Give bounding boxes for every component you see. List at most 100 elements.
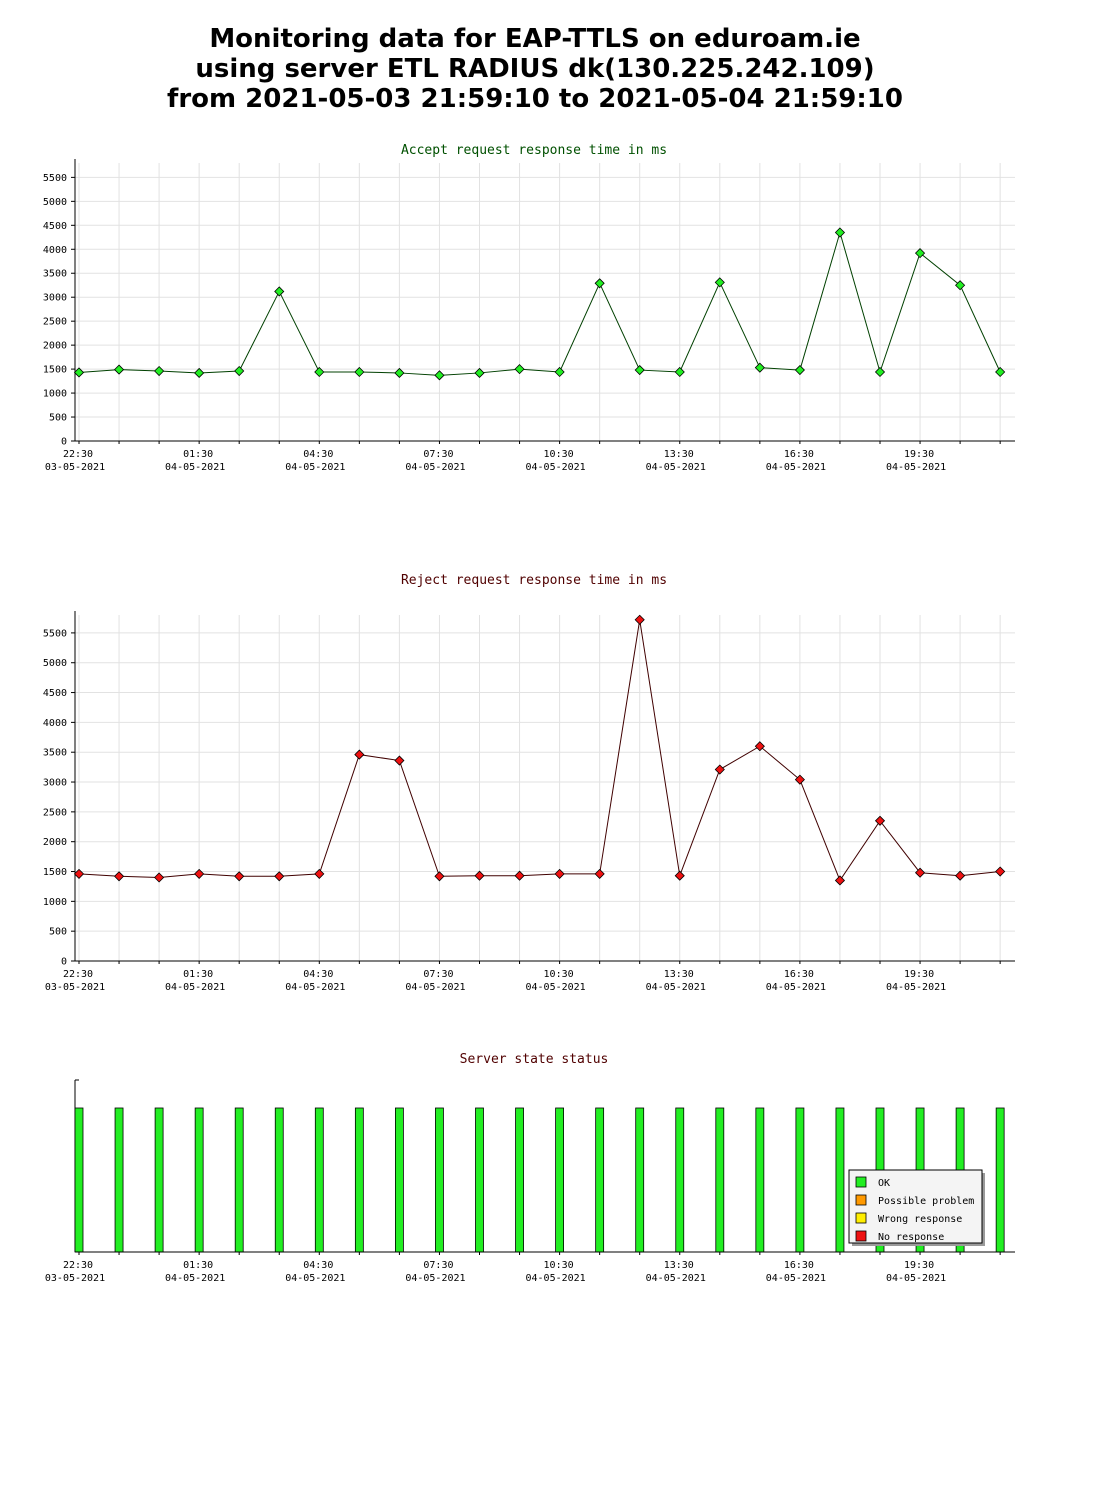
x-tick-label-time: 07:30 — [423, 1260, 453, 1271]
y-tick-label: 4500 — [43, 221, 67, 232]
x-tick-label-time: 22:30 — [63, 449, 93, 460]
y-tick-label: 500 — [49, 413, 67, 424]
data-point-marker — [955, 870, 966, 881]
x-tick-label-time: 19:30 — [904, 969, 934, 980]
data-point-marker — [234, 365, 245, 377]
status-bar — [114, 1107, 124, 1253]
x-tick-label-date: 04-05-2021 — [766, 982, 826, 993]
x-tick-label-time: 22:30 — [63, 969, 93, 980]
y-tick-label: 4000 — [43, 245, 67, 256]
data-point-marker — [955, 280, 966, 291]
title-line-1: Monitoring data for EAP-TTLS on eduroam.… — [209, 24, 861, 54]
y-tick-label: 2500 — [43, 807, 67, 818]
data-point-marker — [113, 871, 125, 882]
x-tick-label-date: 04-05-2021 — [405, 462, 465, 473]
legend-label: Possible problem — [878, 1196, 974, 1207]
x-tick-label-time: 01:30 — [183, 969, 213, 980]
data-point-marker — [554, 868, 565, 879]
x-tick-label-date: 04-05-2021 — [285, 1273, 345, 1284]
x-tick-label-time: 22:30 — [63, 1260, 93, 1271]
y-tick-label: 5500 — [43, 173, 67, 184]
x-tick-label-time: 01:30 — [183, 1260, 213, 1271]
x-tick-label-time: 19:30 — [904, 1260, 934, 1271]
x-tick-label-date: 04-05-2021 — [525, 462, 585, 473]
status-bar — [555, 1107, 564, 1253]
data-point-marker — [514, 870, 525, 881]
data-point-marker — [73, 367, 85, 378]
data-point-marker — [594, 278, 605, 289]
chart-title: Reject request response time in ms — [401, 573, 667, 588]
data-point-marker — [274, 871, 285, 882]
y-tick-label: 1000 — [43, 389, 67, 400]
legend-swatch — [855, 1194, 867, 1206]
reject-response-chart: Reject request response time in ms 0 500 10… — [43, 573, 1015, 993]
x-tick-label-date: 04-05-2021 — [405, 1273, 465, 1284]
x-tick-label-date: 04-05-2021 — [886, 1273, 946, 1284]
y-tick-label: 1000 — [43, 897, 67, 908]
y-tick-label: 5000 — [43, 658, 67, 669]
x-tick-label-date: 04-05-2021 — [766, 462, 826, 473]
accept-response-chart: Accept request response time in ms 0 500 10… — [43, 143, 1015, 473]
x-tick-label-date: 04-05-2021 — [646, 982, 706, 993]
y-tick-label: 2000 — [43, 837, 67, 848]
y-tick-label: 3500 — [43, 748, 67, 759]
x-tick-label-time: 16:30 — [784, 1260, 814, 1271]
data-point-marker — [354, 366, 365, 378]
status-bar — [515, 1107, 524, 1253]
x-tick-label-time: 07:30 — [423, 969, 453, 980]
data-point-marker — [995, 866, 1006, 877]
data-point-marker — [194, 868, 205, 879]
data-point-marker — [874, 366, 886, 378]
y-tick-label: 1500 — [43, 365, 67, 376]
status-bar — [154, 1107, 164, 1253]
data-point-marker — [834, 227, 846, 238]
x-tick-label-time: 13:30 — [664, 1260, 694, 1271]
x-tick-label-date: 04-05-2021 — [646, 462, 706, 473]
data-point-marker — [674, 366, 685, 378]
x-tick-label-time: 04:30 — [303, 969, 333, 980]
data-point-marker — [314, 366, 325, 378]
data-point-marker — [394, 367, 405, 379]
y-tick-label: 3000 — [43, 778, 67, 789]
x-tick-label-date: 04-05-2021 — [165, 1273, 225, 1284]
data-point-marker — [113, 364, 125, 375]
data-point-marker — [995, 366, 1006, 378]
y-tick-label: 0 — [61, 957, 67, 968]
x-tick-label-date: 04-05-2021 — [525, 1273, 585, 1284]
data-point-marker — [594, 868, 605, 879]
y-tick-label: 2000 — [43, 341, 67, 352]
y-tick-label: 5500 — [43, 628, 67, 639]
data-point-marker — [474, 367, 485, 379]
x-tick-label-date: 03-05-2021 — [45, 462, 105, 473]
x-tick-label-date: 04-05-2021 — [525, 982, 585, 993]
x-tick-label-time: 10:30 — [544, 1260, 574, 1271]
x-tick-label-time: 13:30 — [664, 969, 694, 980]
title-line-3: from 2021-05-03 21:59:10 to 2021-05-04 2… — [167, 84, 903, 114]
data-point-marker — [754, 741, 765, 752]
title-line-2: using server ETL RADIUS dk(130.225.242.1… — [195, 54, 875, 84]
status-bar — [435, 1107, 444, 1253]
data-point-marker — [514, 364, 525, 375]
data-point-marker — [274, 286, 285, 297]
data-point-marker — [634, 364, 645, 376]
x-tick-label-date: 04-05-2021 — [886, 982, 946, 993]
y-tick-label: 500 — [49, 927, 67, 938]
x-tick-label-date: 04-05-2021 — [405, 982, 465, 993]
data-point-marker — [874, 815, 886, 826]
x-tick-label-time: 01:30 — [183, 449, 213, 460]
data-point-marker — [234, 871, 245, 882]
y-tick-label: 0 — [61, 437, 67, 448]
status-bar — [475, 1107, 484, 1253]
data-point-marker — [914, 867, 926, 878]
data-point-marker — [394, 755, 405, 766]
page-title: Monitoring data for EAP-TTLS on eduroam.… — [0, 24, 1070, 114]
data-point-marker — [634, 614, 645, 625]
chart-title: Server state status — [460, 1052, 609, 1067]
y-tick-label: 4500 — [43, 688, 67, 699]
data-point-marker — [73, 868, 85, 879]
y-tick-label: 4000 — [43, 718, 67, 729]
y-tick-label: 1500 — [43, 867, 67, 878]
data-point-marker — [154, 365, 165, 377]
status-bar — [795, 1107, 805, 1253]
y-tick-label: 2500 — [43, 317, 67, 328]
